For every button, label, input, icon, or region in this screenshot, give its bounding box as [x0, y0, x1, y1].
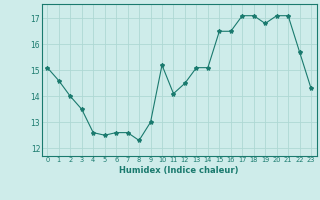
- X-axis label: Humidex (Indice chaleur): Humidex (Indice chaleur): [119, 166, 239, 175]
